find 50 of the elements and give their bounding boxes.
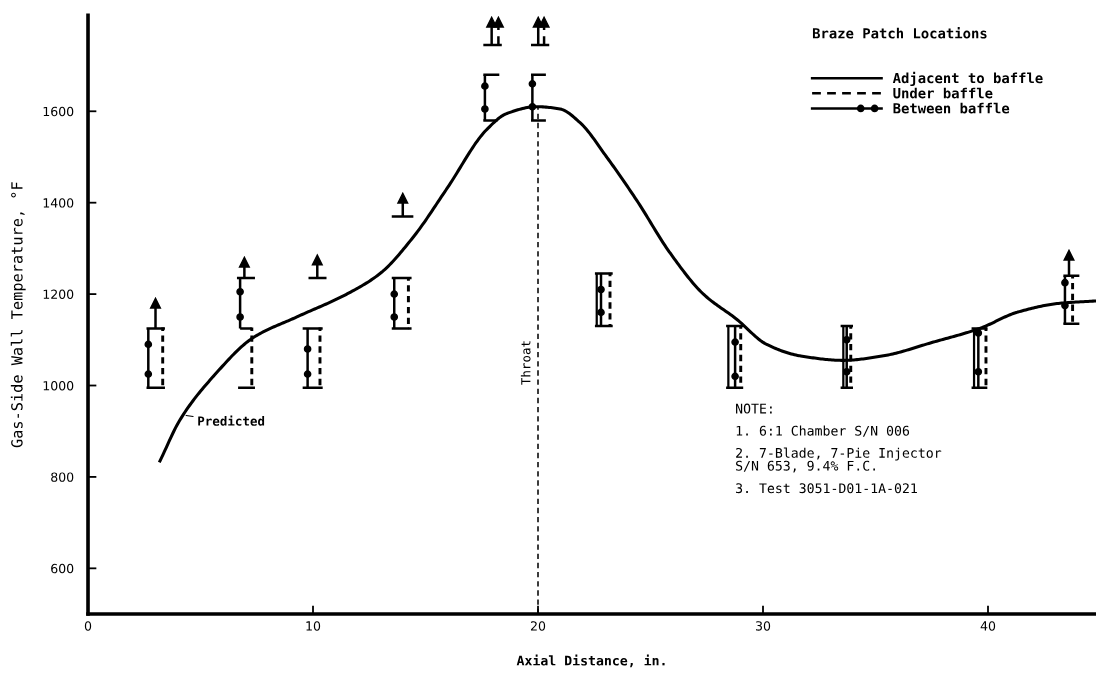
point [974,329,983,337]
y-tick-label: 1000 [43,380,74,391]
point [311,254,323,266]
legend-label: Between baffle [893,102,1010,114]
x-tick-label: 0 [84,621,92,631]
y-tick-label: 1600 [43,106,74,117]
point [303,345,312,353]
annotation: NOTE: [736,403,772,414]
point [481,82,489,90]
point [236,313,244,321]
x-tick-label: 20 [530,621,546,631]
x-axis-title: Axial Distance, in. [516,654,665,668]
annotation: 3. Test 3051-D01-1A-021 [736,483,917,494]
point [144,340,153,349]
point [149,297,162,309]
point [303,370,312,378]
y-axis-title: Gas-Side Wall Temperature, °F [10,182,26,448]
point [390,313,399,321]
point [492,16,504,28]
point [236,287,244,296]
point [397,192,409,204]
point [528,80,537,88]
point [481,105,489,113]
legend-title: Braze Patch Locations [812,27,987,39]
annotation: Predicted [198,415,265,426]
point [538,16,550,28]
point [238,256,250,268]
point [731,338,739,346]
y-tick-label: 1200 [43,289,74,300]
x-tick-label: 40 [980,621,996,631]
ref-line-label: Throat [520,341,531,385]
point [1063,249,1075,261]
point [974,367,983,376]
y-tick-label: 800 [51,472,74,482]
legend-label: Adjacent to baffle [892,71,1043,86]
point [1061,278,1069,287]
bar [406,277,410,330]
annotation: 2. 7-Blade, 7-Pie Injector S/N 653, 9.4% F.C. [736,447,942,473]
point [390,290,399,298]
legend-label: Under baffle [893,87,993,99]
x-tick-label: 10 [306,621,321,631]
y-tick-label: 1400 [43,198,74,208]
y-tick-label: 600 [51,563,74,574]
point [144,370,153,378]
point [731,372,739,381]
point [597,285,605,294]
annotation: 1. 6:1 Chamber S/N 006 [736,425,910,437]
x-tick-label: 30 [756,621,771,631]
point [597,308,605,317]
point [528,102,537,111]
